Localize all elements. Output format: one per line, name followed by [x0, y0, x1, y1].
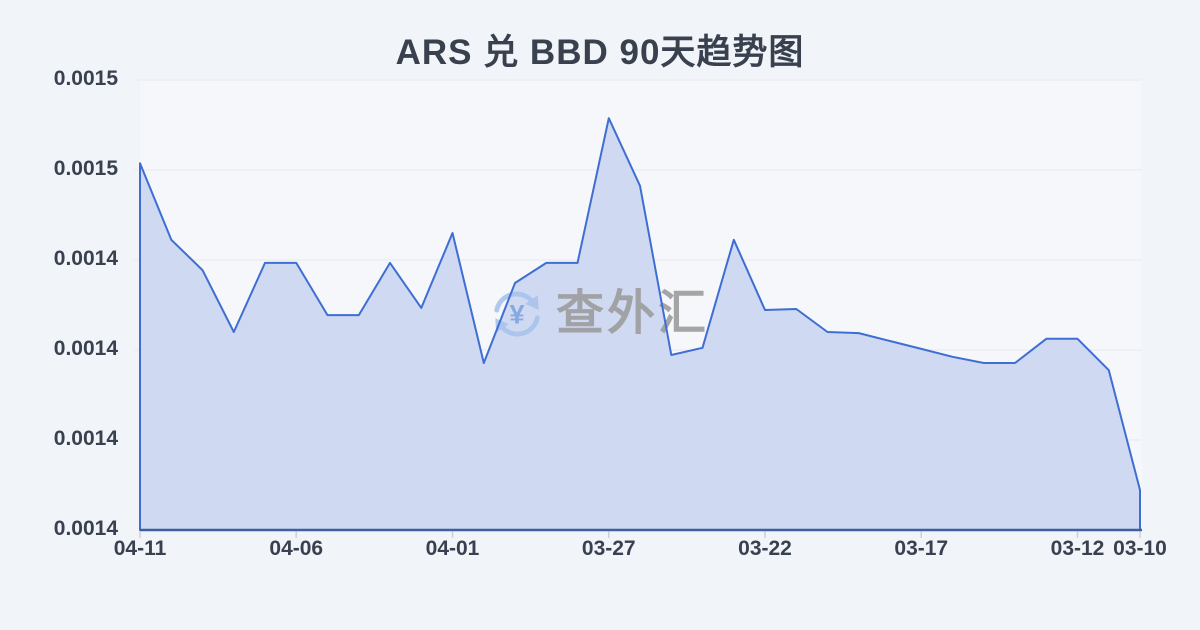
x-axis-label: 03-10: [1113, 537, 1167, 560]
x-axis-label: 03-12: [1050, 537, 1105, 560]
x-axis-label: 04-11: [113, 537, 167, 560]
x-axis-label: 04-01: [425, 537, 480, 560]
watermark-text: 查外汇: [556, 287, 710, 340]
y-axis-label: 0.0015: [53, 157, 118, 180]
x-axis-label: 04-06: [269, 537, 324, 560]
y-axis-label: 0.0014: [53, 427, 118, 450]
yuan-symbol: ¥: [509, 300, 524, 330]
chart-title: ARS 兑 BBD 90天趋势图: [395, 33, 805, 72]
x-axis-label: 03-22: [738, 537, 792, 560]
y-axis-label: 0.0014: [53, 337, 118, 360]
x-axis-label: 03-17: [894, 537, 949, 560]
watermark: ¥ 查外汇: [488, 284, 709, 344]
y-axis-label: 0.0014: [53, 517, 118, 540]
currency-exchange-icon: ¥: [494, 291, 540, 337]
y-axis-label: 0.0014: [53, 247, 118, 270]
x-axis-label: 03-27: [581, 537, 636, 560]
y-axis-label: 0.0015: [53, 67, 118, 90]
